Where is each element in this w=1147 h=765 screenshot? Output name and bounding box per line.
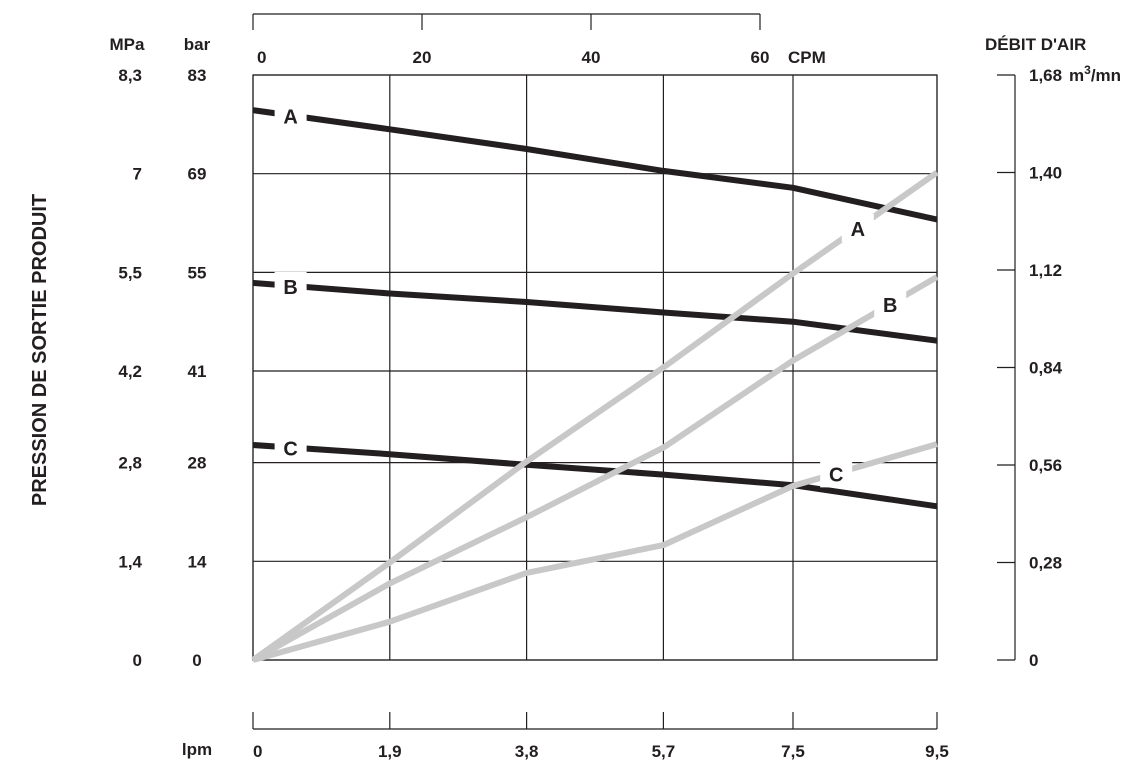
y-tick-bar-6: 0	[192, 651, 201, 670]
series-line-air-b	[251, 274, 939, 663]
y2-unit-rest: /mn	[1091, 66, 1121, 85]
y-tick-bar-5: 14	[188, 552, 207, 571]
y-axis-title: PRESSION DE SORTIE PRODUIT	[29, 194, 51, 506]
y-tick-bar-3: 41	[188, 362, 207, 381]
y-tick-mpa-2: 5,5	[118, 263, 142, 282]
y2-tick-label-1: 1,40	[1029, 164, 1062, 183]
y2-unit-sup: 3	[1084, 63, 1091, 77]
y2-tick-label-0: 1,68	[1029, 66, 1062, 85]
series-label-bg-air-b	[874, 290, 907, 319]
x-tick-label-3: 5,7	[652, 742, 676, 761]
y-tick-mpa-3: 4,2	[118, 362, 142, 381]
y-tick-bar-4: 28	[188, 454, 207, 473]
y-tick-bar-1: 69	[188, 165, 207, 184]
series-label-bg-pressure-a	[274, 101, 307, 130]
y2-tick-label-2: 1,12	[1029, 261, 1062, 280]
y-tick-bar-2: 55	[188, 263, 207, 282]
y2-tick-label-4: 0,56	[1029, 456, 1062, 475]
plot-frame	[252, 74, 938, 661]
x-tick-label-0: 0	[253, 742, 262, 761]
series-layer: A B C A B C	[251, 101, 939, 663]
y-tick-mpa-4: 2,8	[118, 454, 142, 473]
y-tick-bar-0: 83	[188, 66, 207, 85]
top-tick-label-0: 0	[257, 48, 266, 67]
top-tick-label-3: 60	[751, 48, 770, 67]
top-tick-label-1: 20	[413, 48, 432, 67]
series-label-bg-air-a	[841, 214, 874, 243]
y-tick-mpa-5: 1,4	[118, 552, 142, 571]
series-label-bg-pressure-c	[274, 433, 307, 462]
series-label-bg-air-c	[820, 459, 853, 488]
series-line-pressure-a	[252, 107, 938, 223]
series-line-air-a	[251, 170, 939, 663]
series-label-pressure-a: A	[283, 106, 297, 128]
x-axis-title: lpm	[182, 740, 212, 759]
series-label-air-b: B	[883, 295, 897, 317]
x-tick-label-2: 3,8	[515, 742, 539, 761]
series-line-air-c	[252, 441, 938, 663]
labels: MPa bar PRESSION DE SORTIE PRODUIT CPM D…	[29, 35, 1121, 761]
y2-tick-label-6: 0	[1029, 651, 1038, 670]
y-tick-mpa-0: 8,3	[118, 66, 142, 85]
x-tick-label-4: 7,5	[781, 742, 805, 761]
y-tick-mpa-1: 7	[133, 165, 142, 184]
x-tick-label-5: 9,5	[925, 742, 949, 761]
series-line-pressure-b	[252, 279, 938, 344]
top-axis-label: CPM	[788, 48, 826, 67]
series-label-pressure-c: C	[283, 439, 297, 461]
x-tick-label-1: 1,9	[378, 742, 402, 761]
y2-tick-label-5: 0,28	[1029, 554, 1062, 573]
axes	[252, 13, 1016, 730]
y-unit-mpa: MPa	[110, 35, 146, 54]
series-label-pressure-b: B	[283, 277, 297, 299]
y-unit-bar: bar	[184, 35, 211, 54]
y2-unit-text: m	[1069, 66, 1084, 85]
y2-tick-label-3: 0,84	[1029, 359, 1063, 378]
series-label-bg-pressure-b	[274, 271, 307, 300]
y2-unit: m3/mn	[1069, 63, 1121, 85]
y-tick-mpa-6: 0	[133, 651, 142, 670]
series-label-air-c: C	[829, 464, 843, 486]
series-label-air-a: A	[851, 219, 865, 241]
series-line-pressure-c	[252, 442, 938, 510]
y2-axis-title: DÉBIT D'AIR	[985, 35, 1086, 54]
top-tick-label-2: 40	[582, 48, 601, 67]
